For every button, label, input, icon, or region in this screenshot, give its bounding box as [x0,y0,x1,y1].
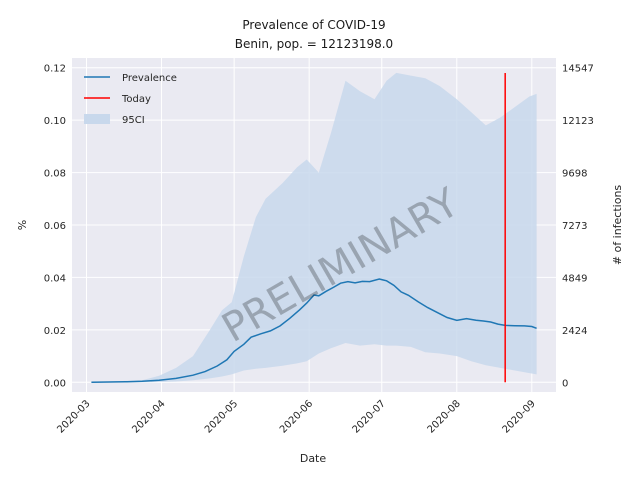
y-tick-label: 0.04 [44,273,66,284]
x-axis-label: Date [300,452,327,465]
y-tick-label: 0.10 [44,116,66,127]
legend-ci-swatch [84,114,110,124]
legend-today-label: Today [121,94,151,105]
prevalence-line [91,278,537,384]
legend-prevalence-label: Prevalence [122,73,177,84]
legend-ci-label: 95CI [122,115,145,126]
y-tick-label: 0.12 [44,64,66,75]
y-tick-label: 0.08 [44,169,66,180]
y-ticks-right: 0 2424 4849 7273 9698 12123 14547 [562,64,594,390]
y-axis-label-right: # of infections [611,185,624,266]
y-tick-label-right: 7273 [562,221,587,232]
y-tick-label-right: 12123 [562,116,594,127]
y-tick-label-right: 4849 [562,273,587,284]
y-ticks: 0.00 0.02 0.04 0.06 0.08 0.10 0.12 [44,64,66,390]
y-tick-label-right: 0 [562,378,568,389]
y-tick-label: 0.00 [44,378,66,389]
y-tick-label: 0.02 [44,326,66,337]
y-axis-label: % [16,220,29,230]
chart-subtitle: Benin, pop. = 12123198.0 [235,37,393,51]
chart-title: Prevalence of COVID-19 [242,18,385,32]
y-tick-label: 0.06 [44,221,66,232]
y-tick-label-right: 9698 [562,169,587,180]
ci-band [91,72,537,383]
y-tick-label-right: 2424 [562,326,587,337]
y-tick-label-right: 14547 [562,64,594,75]
legend: Prevalence Today 95CI [84,73,177,126]
